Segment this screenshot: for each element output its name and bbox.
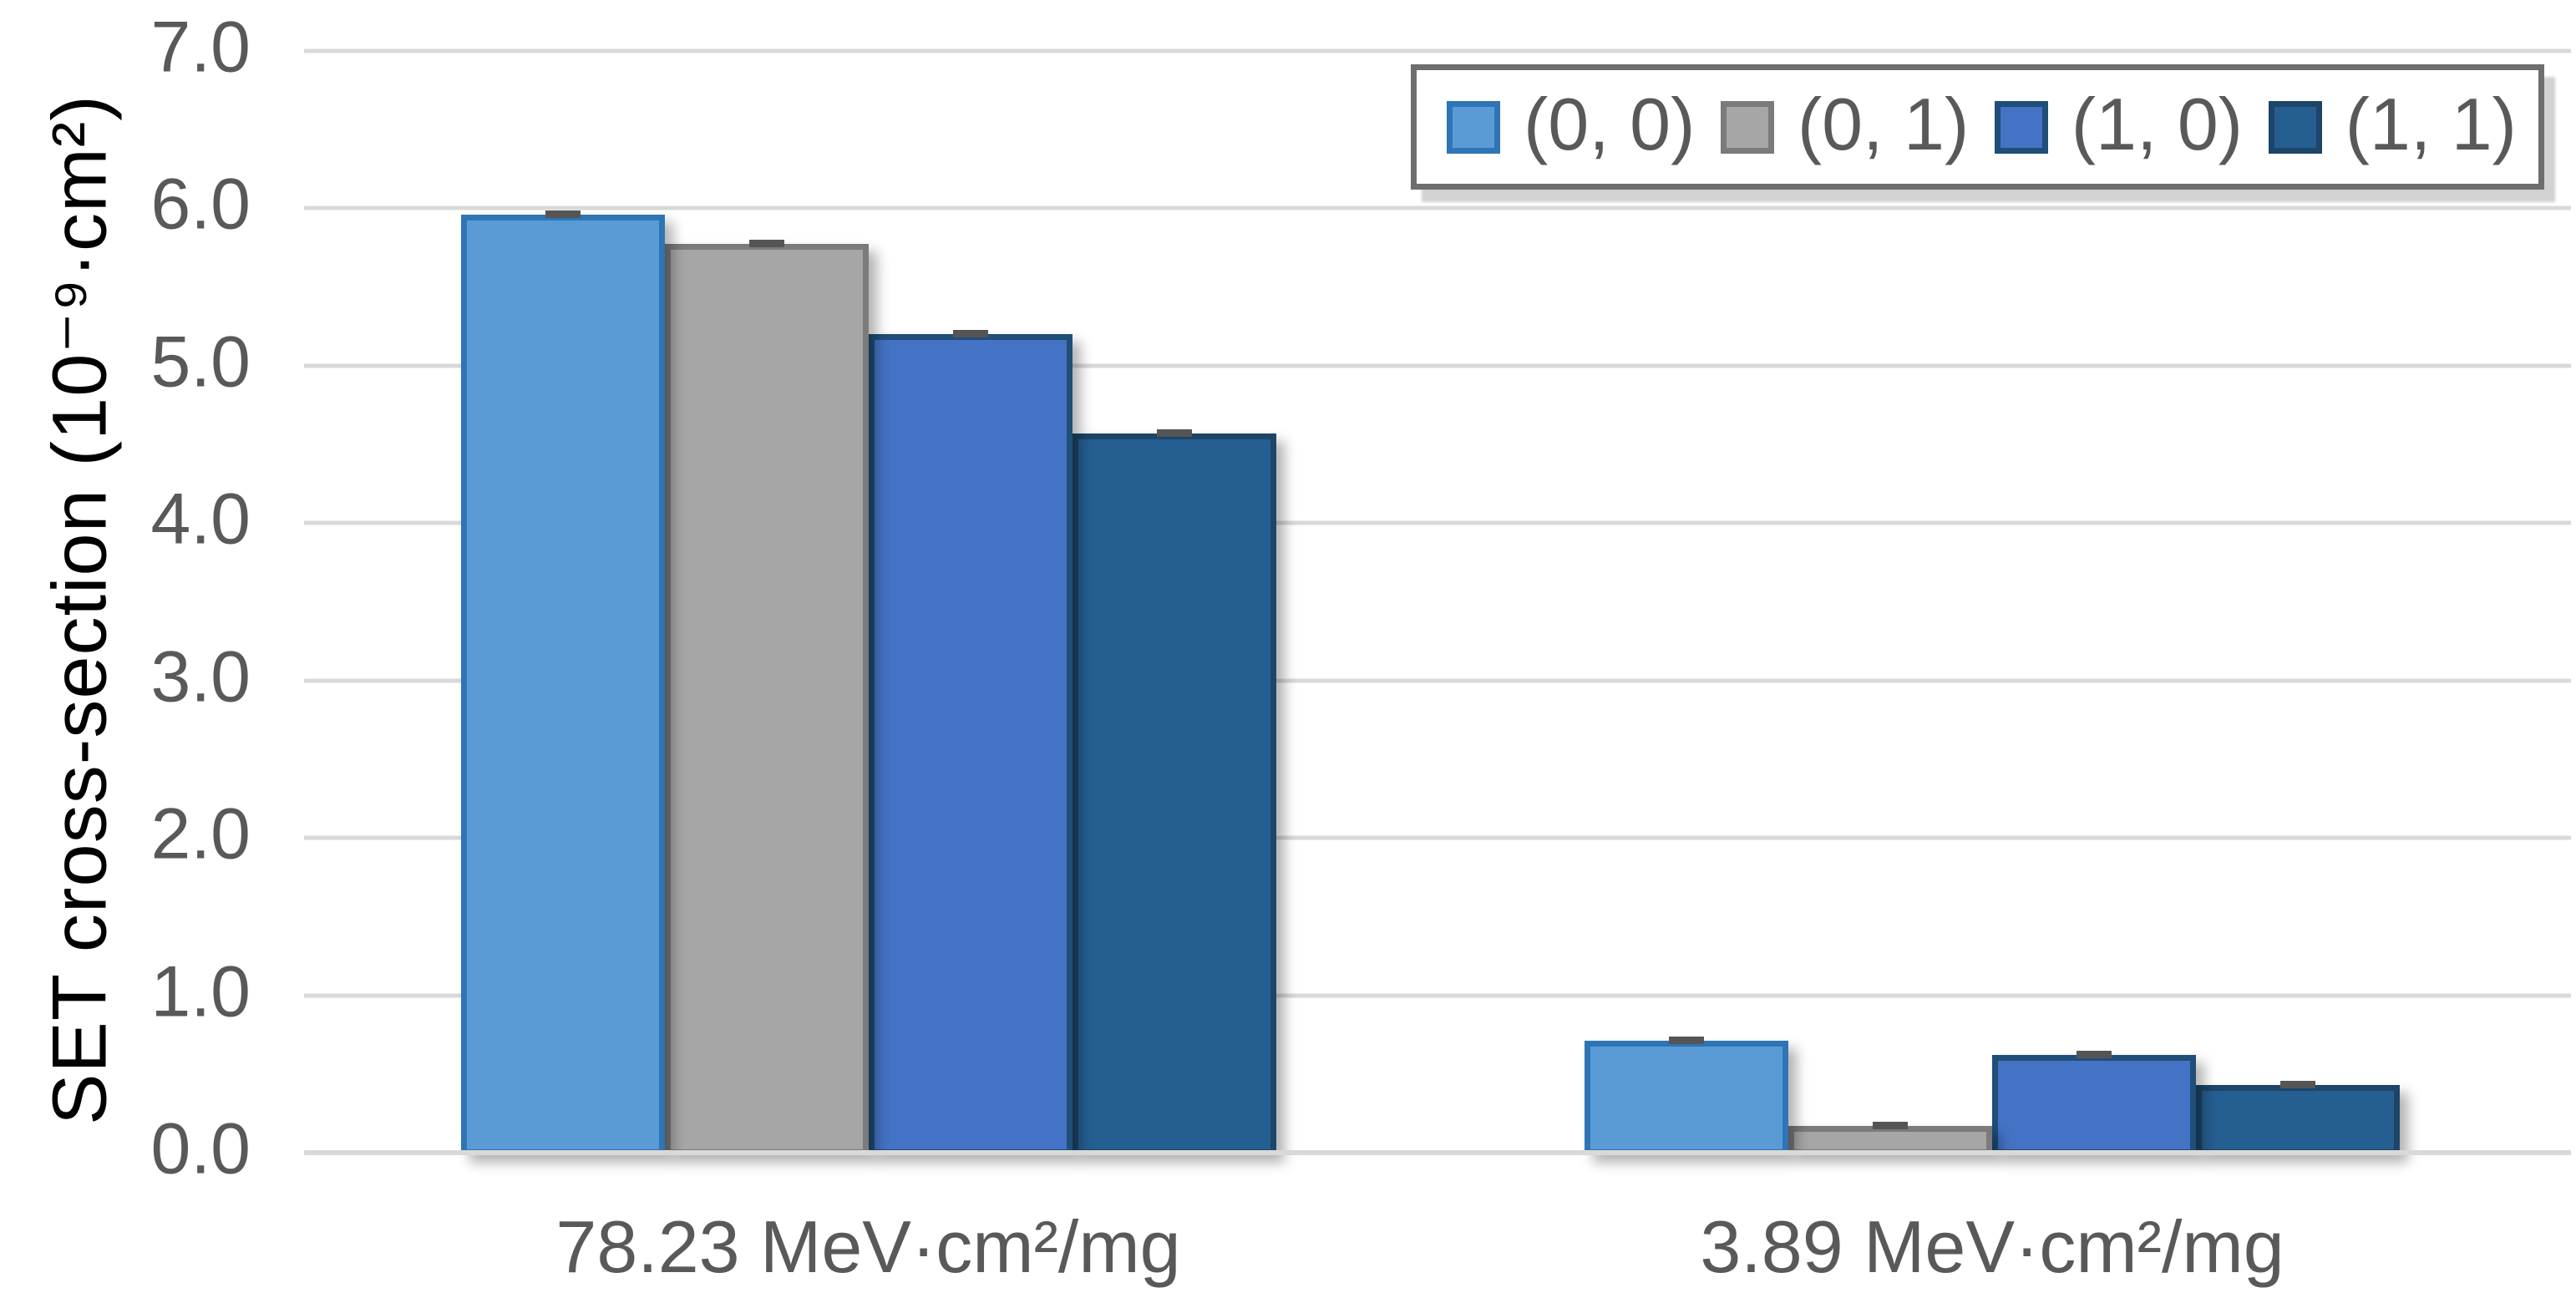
gridline	[304, 520, 2571, 525]
x-axis-baseline	[304, 1150, 2571, 1155]
y-axis-title: SET cross-section (10⁻⁹·cm²)	[37, 94, 123, 1125]
bar-00-group1	[460, 214, 665, 1155]
error-bar-cap	[748, 240, 784, 248]
legend-item: (0, 1)	[1720, 83, 1970, 166]
x-category-label: 3.89 MeV·cm²/mg	[1700, 1205, 2284, 1288]
gridline	[304, 835, 2571, 840]
legend-swatch-icon	[1447, 100, 1500, 154]
y-tick-label: 7.0	[150, 7, 251, 88]
y-tick-label: 5.0	[150, 322, 251, 403]
legend-label: (1, 1)	[2345, 83, 2517, 165]
legend-item: (1, 1)	[2268, 83, 2517, 166]
error-bar-cap	[952, 329, 988, 337]
error-bar-cap	[1873, 1121, 1908, 1129]
error-bar-cap	[2077, 1051, 2112, 1059]
legend-swatch-icon	[2268, 100, 2322, 154]
gridline	[304, 205, 2571, 210]
bar-00-group2	[1585, 1041, 1788, 1155]
bar-10-group2	[1992, 1055, 2196, 1155]
y-tick-label: 1.0	[150, 951, 251, 1032]
error-bar-cap	[1156, 428, 1192, 437]
y-tick-label: 3.0	[150, 636, 251, 717]
legend-item: (1, 0)	[1994, 83, 2244, 166]
x-category-label: 78.23 MeV·cm²/mg	[555, 1205, 1181, 1288]
y-tick-label: 6.0	[150, 164, 251, 245]
legend-label: (0, 1)	[1797, 83, 1970, 165]
legend-label: (0, 0)	[1524, 83, 1696, 165]
y-tick-label: 4.0	[150, 479, 251, 560]
y-tick-label: 0.0	[150, 1108, 251, 1189]
y-tick-label: 2.0	[150, 794, 251, 875]
legend-label: (1, 0)	[2071, 83, 2244, 165]
gridline	[304, 48, 2571, 53]
bar-11-group2	[2196, 1084, 2400, 1155]
gridline	[304, 678, 2571, 682]
legend-item: (0, 0)	[1447, 88, 1695, 166]
error-bar-cap	[2280, 1080, 2315, 1088]
bar-10-group1	[868, 333, 1072, 1155]
legend-swatch-icon	[1720, 100, 1774, 154]
legend: (0, 0) (0, 1) (1, 0) (1, 1)	[1411, 64, 2544, 190]
error-bar-cap	[1669, 1037, 1704, 1045]
gridline	[304, 363, 2571, 368]
bar-11-group1	[1072, 433, 1276, 1155]
legend-swatch-icon	[1994, 100, 2048, 154]
error-bar-cap	[545, 210, 581, 218]
gridline	[304, 993, 2571, 997]
bar-01-group1	[664, 244, 869, 1155]
